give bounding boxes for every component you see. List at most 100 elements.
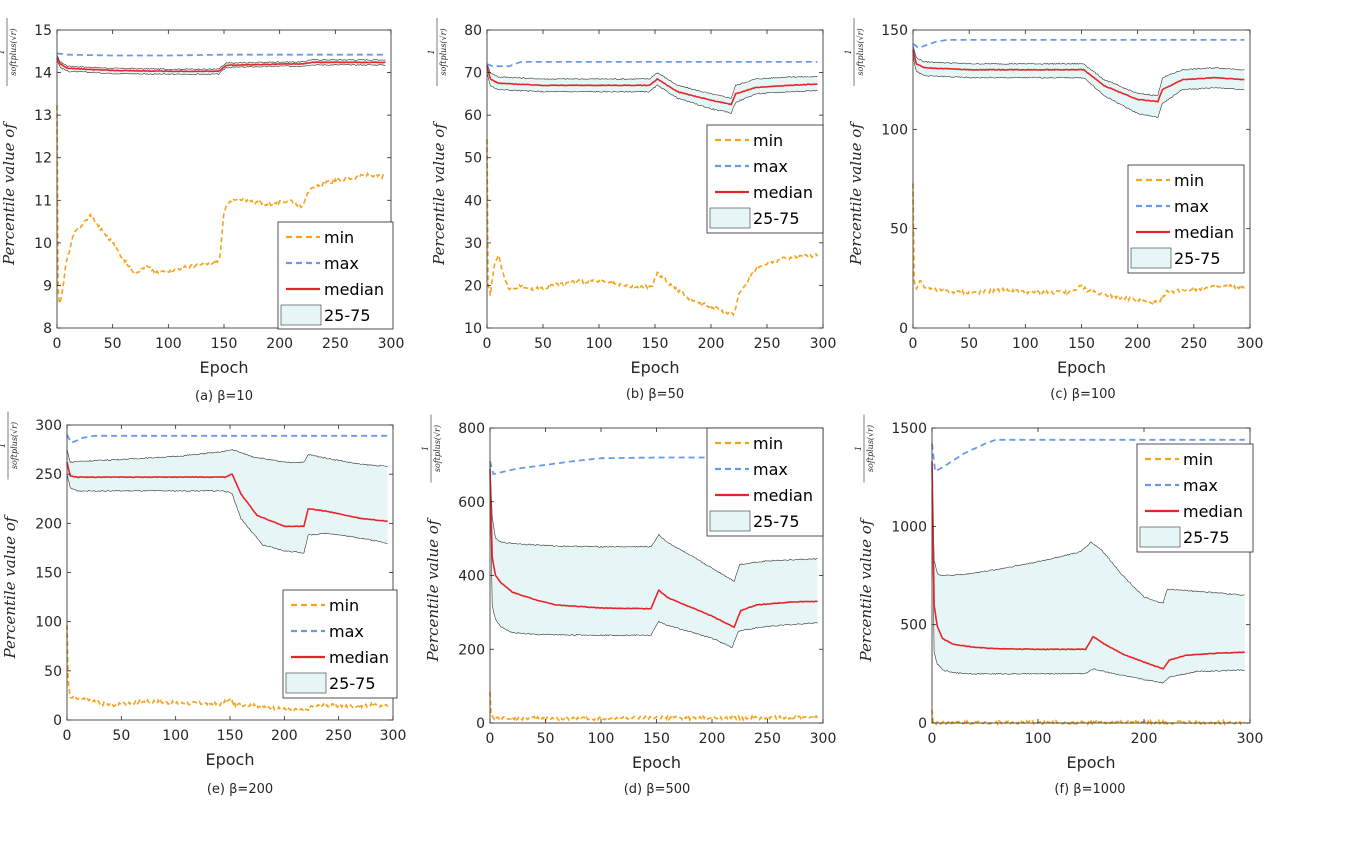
- x-tick-label: 100: [1012, 336, 1039, 352]
- y-tick-label: 8: [43, 321, 52, 337]
- series-median: [489, 468, 818, 629]
- legend: min max median 25-75: [1136, 443, 1254, 553]
- y-axis-label: Percentile value of: [847, 121, 865, 266]
- y-tick-label: 50: [44, 664, 62, 680]
- y-axis-label: Percentile value of: [0, 121, 18, 266]
- y-axis-label: Percentile value of: [424, 517, 442, 662]
- y-tick-label: 0: [899, 321, 908, 337]
- x-axis-label: Epoch: [200, 358, 249, 377]
- band-25-75: [913, 46, 1245, 118]
- band-upper-edge: [931, 467, 1245, 604]
- legend-label-max: max: [1183, 476, 1218, 495]
- y-tick-label: 250: [35, 467, 62, 483]
- y-axis-fraction-denominator: softplus(√r): [866, 425, 875, 472]
- series-max: [56, 52, 386, 57]
- legend-swatch-band: [1139, 526, 1181, 548]
- x-axis-label: Epoch: [1057, 358, 1106, 377]
- series-min: [66, 625, 389, 713]
- legend: min max median 25-75: [1127, 164, 1245, 274]
- band-lower-edge: [489, 472, 818, 648]
- band-lower-edge: [56, 59, 386, 76]
- series-min: [931, 709, 1246, 727]
- series-max: [486, 61, 818, 68]
- y-axis-label: Percentile value of: [430, 121, 448, 266]
- y-tick-label: 12: [34, 151, 52, 167]
- legend-label-min: min: [329, 596, 359, 615]
- band-25-75: [57, 55, 386, 75]
- y-axis-fraction-numerator: 1: [0, 49, 6, 54]
- legend-label-max: max: [753, 157, 788, 176]
- y-tick-label: 50: [464, 151, 482, 167]
- x-tick-label: 150: [1068, 336, 1095, 352]
- x-tick-label: 100: [1025, 731, 1052, 747]
- x-tick-label: 0: [63, 728, 72, 744]
- series-min: [489, 691, 819, 723]
- y-tick-label: 11: [34, 193, 52, 209]
- y-tick-label: 0: [918, 716, 927, 732]
- band-upper-edge: [489, 464, 818, 582]
- legend-label-median: median: [329, 648, 389, 667]
- legend-label-min: min: [753, 434, 783, 453]
- x-tick-label: 0: [486, 731, 495, 747]
- series-max: [66, 434, 388, 444]
- y-tick-label: 800: [458, 421, 485, 437]
- series-max: [489, 456, 724, 476]
- legend-label-min: min: [753, 131, 783, 150]
- band-lower-edge: [66, 473, 388, 554]
- axes-frame: [931, 427, 1251, 724]
- y-tick-label: 15: [34, 23, 52, 39]
- legend-label-25-75: 25-75: [753, 512, 800, 531]
- legend-label-median: median: [1174, 223, 1234, 242]
- x-tick-label: 50: [112, 728, 130, 744]
- x-tick-label: 200: [266, 336, 293, 352]
- y-axis-fraction-denominator: softplus(√r): [10, 422, 19, 469]
- panel-caption: (e) β=200: [207, 782, 273, 797]
- x-tick-label: 50: [534, 336, 552, 352]
- y-tick-label: 40: [464, 193, 482, 209]
- chart-panel-5: 0 50 100 150 200 250 300 0 200 400 600 800 Epoch Perc…: [421, 414, 836, 797]
- legend-label-max: max: [329, 622, 364, 641]
- y-tick-label: 10: [464, 321, 482, 337]
- y-axis-label: Percentile value of: [857, 517, 875, 662]
- legend-label-median: median: [1183, 502, 1243, 521]
- y-tick-label: 10: [34, 236, 52, 252]
- band-lower-edge: [912, 55, 1245, 118]
- x-tick-label: 100: [586, 336, 613, 352]
- x-tick-label: 0: [909, 336, 918, 352]
- legend-swatch-band: [285, 672, 327, 694]
- x-tick-label: 200: [699, 731, 726, 747]
- y-tick-label: 30: [464, 236, 482, 252]
- y-tick-label: 9: [43, 278, 52, 294]
- band-25-75: [932, 467, 1245, 684]
- legend-label-min: min: [1174, 171, 1204, 190]
- chart-panel-4: 0 50 100 150 200 250 300 0 50 100 150 200 250 300 Epoc…: [0, 411, 406, 797]
- legend-label-25-75: 25-75: [753, 209, 800, 228]
- y-tick-label: 1500: [891, 421, 927, 437]
- y-tick-label: 0: [476, 716, 485, 732]
- y-axis-fraction-denominator: softplus(√r): [9, 28, 18, 75]
- series-median: [56, 57, 386, 73]
- legend-swatch-band: [709, 510, 751, 532]
- panel-caption: (b) β=50: [626, 387, 684, 402]
- legend-label-max: max: [1174, 197, 1209, 216]
- x-tick-label: 150: [211, 336, 238, 352]
- x-tick-label: 100: [162, 728, 189, 744]
- legend-swatch-band: [709, 207, 751, 229]
- x-axis-label: Epoch: [632, 753, 681, 772]
- legend-label-median: median: [324, 280, 384, 299]
- legend-label-max: max: [324, 254, 359, 273]
- panel-caption: (d) β=500: [624, 782, 691, 797]
- x-tick-label: 200: [1124, 336, 1151, 352]
- band-lower-edge: [486, 72, 818, 114]
- y-tick-label: 500: [900, 618, 927, 634]
- y-tick-label: 1000: [891, 519, 927, 535]
- x-tick-label: 300: [810, 336, 837, 352]
- x-tick-label: 100: [588, 731, 615, 747]
- y-tick-label: 200: [458, 642, 485, 658]
- y-tick-label: 400: [458, 569, 485, 585]
- legend-label-min: min: [324, 228, 354, 247]
- y-tick-label: 70: [464, 66, 482, 82]
- y-axis-label: Percentile value of: [1, 514, 19, 659]
- x-tick-label: 250: [754, 336, 781, 352]
